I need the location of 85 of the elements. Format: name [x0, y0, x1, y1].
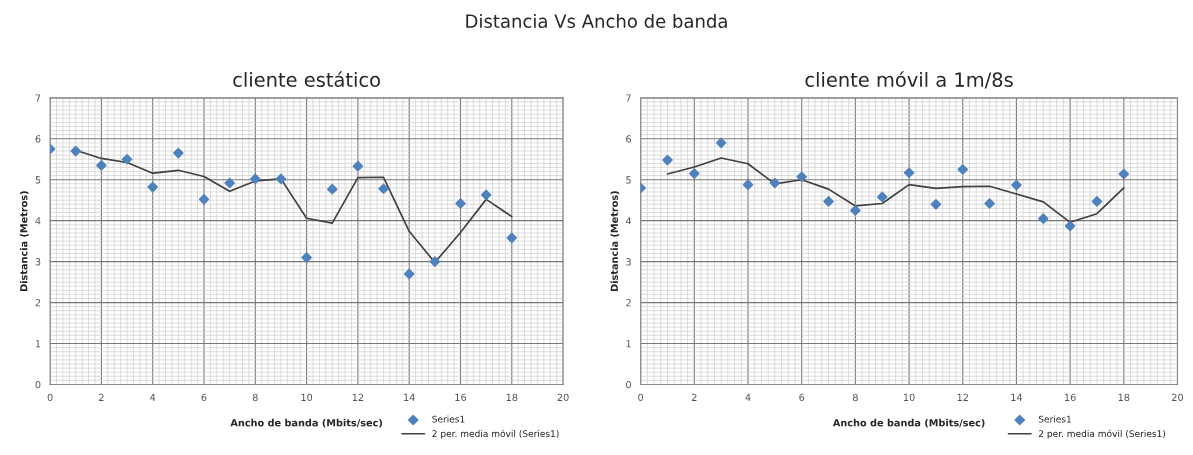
- point: [198, 194, 210, 205]
- point: [429, 256, 441, 267]
- point: [957, 164, 969, 175]
- y-tick-label: 1: [626, 340, 631, 348]
- point: [352, 160, 364, 172]
- point: [769, 177, 781, 189]
- y-tick-label: 4: [625, 217, 632, 225]
- y-tick-label: 3: [35, 258, 41, 266]
- point: [930, 198, 942, 210]
- x-axis-title: Ancho de banda (Mbits/sec): [230, 418, 382, 428]
- point: [796, 171, 807, 183]
- x-tick-label: 2: [99, 393, 104, 401]
- x-tick-label: 6: [799, 393, 805, 402]
- x-tick-label: 18: [506, 393, 518, 402]
- point: [903, 167, 915, 179]
- point: [1011, 179, 1022, 191]
- point: [121, 153, 133, 165]
- x-tick-label: 0: [47, 393, 53, 402]
- x-tick-label: 8: [252, 393, 258, 402]
- y-tick-label: 5: [35, 176, 41, 184]
- point: [984, 198, 995, 209]
- point: [662, 154, 673, 166]
- point: [70, 145, 82, 157]
- x-tick-label: 4: [150, 393, 156, 401]
- y-tick-label: 6: [35, 135, 41, 143]
- y-tick-label: 6: [626, 135, 631, 143]
- point: [715, 137, 727, 149]
- x-tick-label: 4: [745, 393, 751, 401]
- y-tick-label: 7: [626, 94, 631, 102]
- x-tick-label: 0: [638, 393, 644, 402]
- x-tick-label: 12: [352, 393, 364, 401]
- point: [403, 268, 415, 280]
- y-tick-label: 3: [626, 258, 631, 266]
- point: [173, 147, 184, 159]
- point: [1064, 220, 1076, 232]
- y-tick-label: 4: [35, 217, 41, 225]
- text: Distancia Vs Ancho de banda: [466, 14, 727, 28]
- x-tick-label: 10: [301, 393, 313, 402]
- point: [378, 183, 389, 195]
- point: [1118, 168, 1130, 180]
- y-axis-title: Distancia (Metros): [610, 191, 620, 291]
- x-tick-label: 10: [903, 393, 915, 402]
- x-tick-label: 20: [557, 393, 569, 402]
- point: [480, 189, 492, 201]
- legend-label: Series1: [1038, 415, 1071, 423]
- point: [876, 191, 888, 203]
- point: [147, 181, 159, 193]
- x-tick-label: 18: [1118, 393, 1130, 402]
- legend-label: 2 per. media móvil (Series1): [432, 429, 559, 439]
- x-tick-label: 14: [404, 393, 415, 401]
- point: [1091, 196, 1103, 207]
- y-tick-label: 2: [35, 299, 41, 307]
- y-tick-label: 2: [626, 299, 631, 307]
- point: [689, 168, 700, 179]
- legend-label: 2 per. media móvil (Series1): [1038, 429, 1166, 439]
- point: [455, 198, 466, 209]
- y-tick-label: 0: [35, 380, 41, 389]
- y-tick-label: 5: [626, 176, 631, 184]
- x-tick-label: 16: [455, 393, 467, 402]
- point: [742, 179, 754, 190]
- point: [326, 183, 338, 195]
- point: [850, 205, 861, 216]
- point: [1037, 213, 1049, 224]
- point: [96, 160, 107, 171]
- point: [823, 196, 834, 207]
- legend-label: Series1: [432, 415, 465, 423]
- x-tick-label: 16: [1065, 393, 1076, 402]
- point: [249, 173, 261, 185]
- x-tick-label: 12: [957, 393, 968, 401]
- point: [224, 177, 235, 189]
- chart-title: cliente estático: [233, 71, 380, 87]
- x-axis-title: Ancho de banda (Mbits/sec): [832, 418, 985, 428]
- chart-title: cliente móvil a 1m/8s: [805, 71, 1013, 89]
- x-tick-label: 14: [1011, 393, 1023, 401]
- x-tick-label: 8: [852, 393, 858, 402]
- y-tick-label: 7: [35, 94, 41, 102]
- point: [506, 232, 518, 244]
- y-tick-label: 0: [626, 380, 631, 389]
- point: [301, 252, 312, 263]
- y-axis-title: Distancia (Metros): [19, 191, 29, 291]
- x-tick-label: 20: [1172, 393, 1184, 402]
- point: [275, 173, 287, 185]
- y-tick-label: 1: [35, 340, 41, 348]
- x-tick-label: 6: [201, 393, 207, 402]
- x-tick-label: 2: [691, 393, 697, 401]
